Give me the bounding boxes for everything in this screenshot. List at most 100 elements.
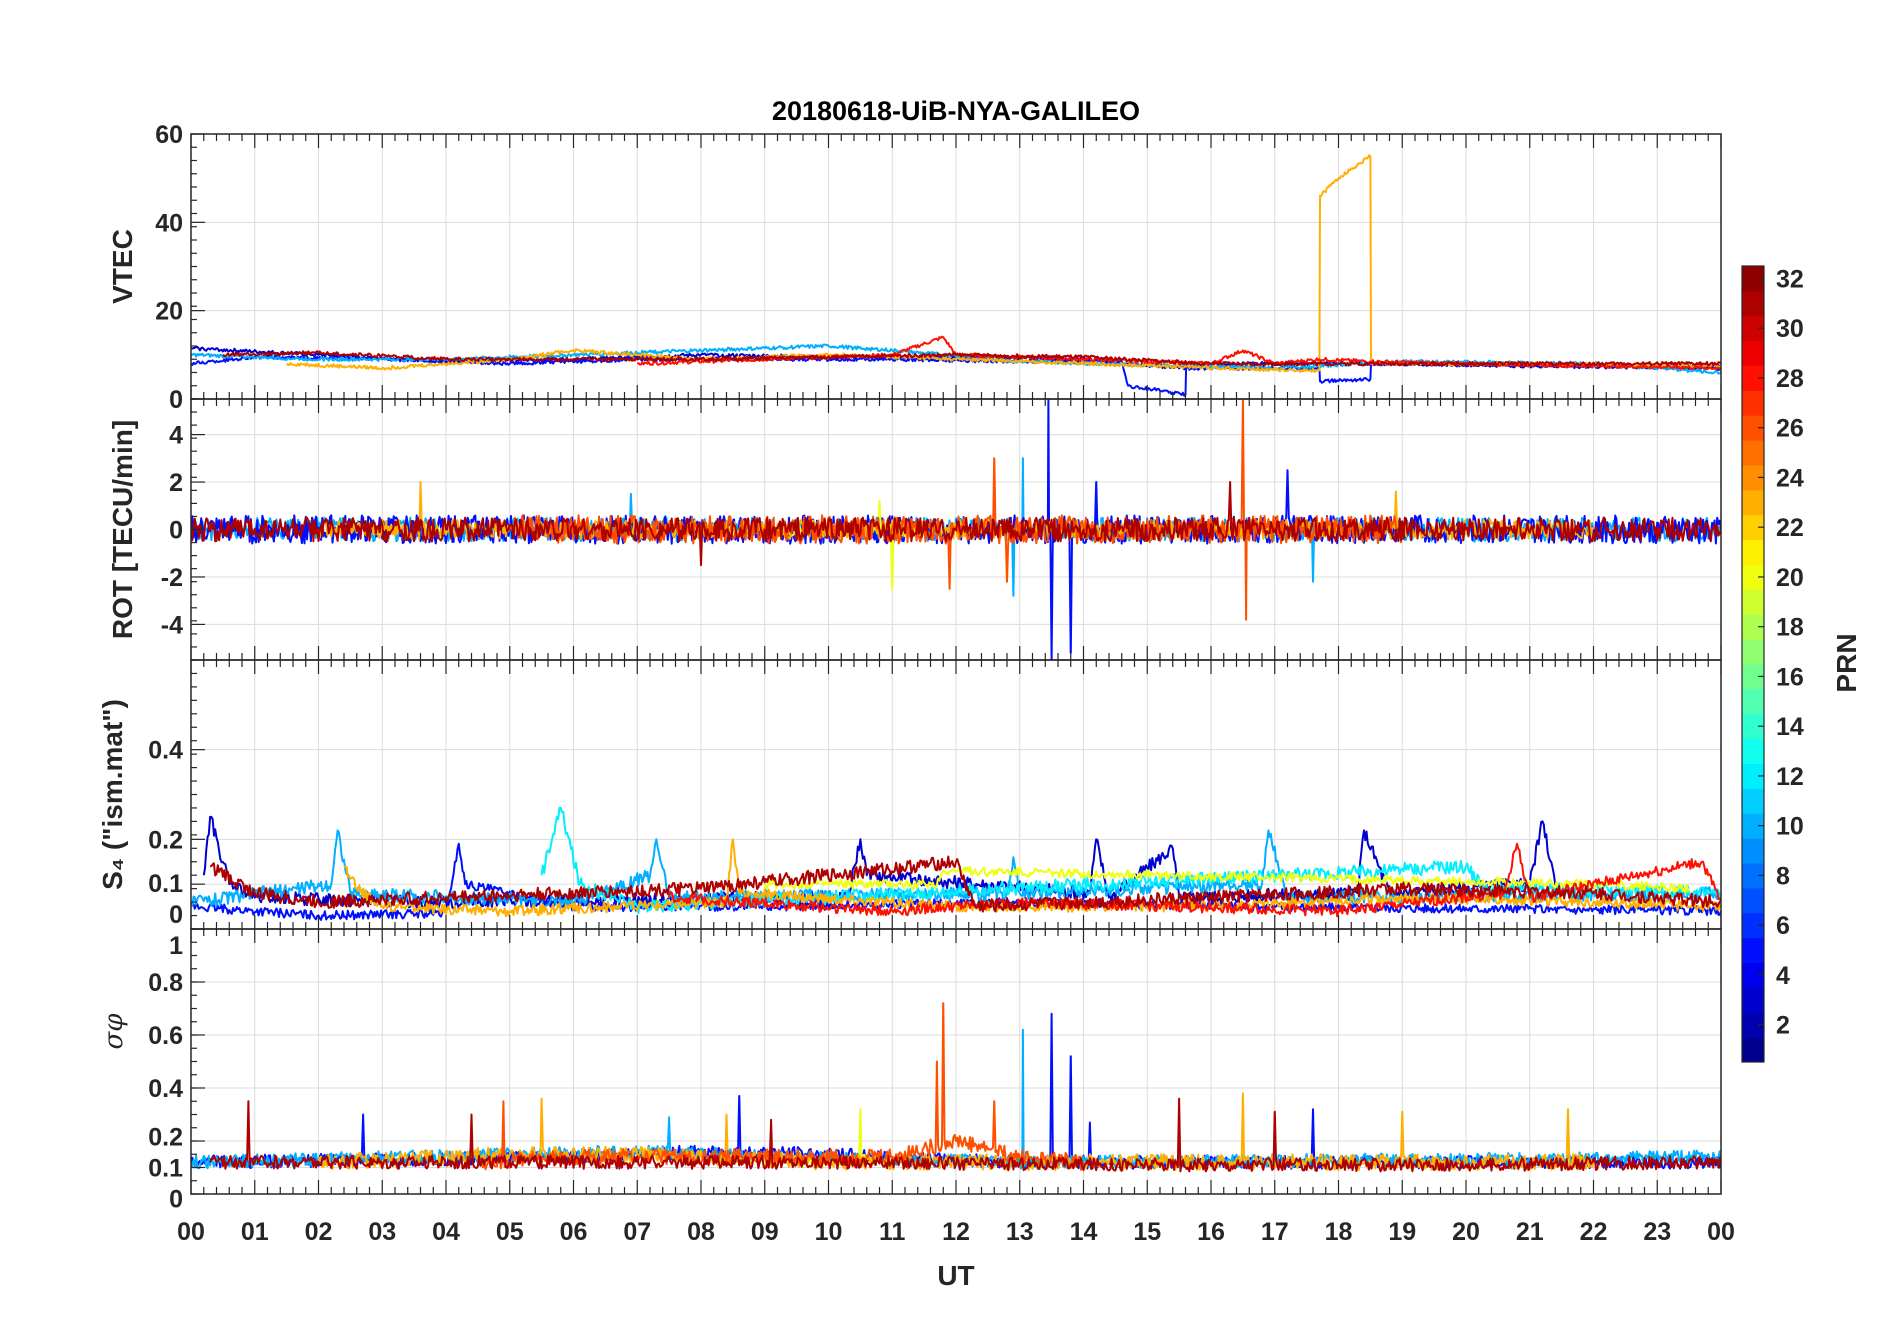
x-tick-label: 06 <box>560 1218 588 1246</box>
x-tick-label: 12 <box>942 1218 970 1246</box>
y-tick-label: 1 <box>169 932 183 960</box>
colorbar-swatch <box>1742 589 1764 615</box>
y-tick-label: 0 <box>169 386 183 414</box>
series-prn-26 <box>477 1002 1085 1171</box>
x-tick-label: 00 <box>1707 1218 1735 1246</box>
x-tick-label: 08 <box>687 1218 715 1246</box>
colorbar-swatch <box>1742 1037 1764 1063</box>
colorbar-swatch <box>1742 713 1764 740</box>
panel-rot: -4 -2 0 2 4 ROT [TECU/min] <box>107 398 1722 661</box>
colorbar-swatch <box>1742 937 1764 963</box>
colorbar-tick-label: 20 <box>1776 564 1804 592</box>
colorbar-swatch <box>1742 415 1764 441</box>
grid <box>191 660 1721 930</box>
series-prn-31 <box>222 350 1721 367</box>
colorbar-swatch <box>1742 962 1764 988</box>
colorbar-swatch <box>1742 514 1764 541</box>
colorbar-tick-label: 2 <box>1776 1012 1790 1040</box>
x-axis-label: UT <box>937 1260 974 1291</box>
colorbar-swatch <box>1742 887 1764 914</box>
series-prn-31 <box>209 855 1721 913</box>
series-prn-20 <box>701 500 926 590</box>
colorbar-swatch <box>1742 763 1764 789</box>
y-tick-label: -2 <box>161 564 183 592</box>
colorbar-swatch <box>1742 614 1764 640</box>
colorbar-swatch <box>1742 639 1764 665</box>
series-prn-28 <box>668 842 1721 918</box>
x-tick-label: 11 <box>879 1218 906 1246</box>
colorbar-tick-label: 10 <box>1776 813 1804 841</box>
colorbar-swatch <box>1742 365 1764 391</box>
x-tick-label: 23 <box>1643 1218 1671 1246</box>
y-axis-label: ROT [TECU/min] <box>107 420 138 639</box>
colorbar-swatch <box>1742 813 1764 839</box>
colorbar-swatch <box>1742 266 1764 292</box>
series-prn-31 <box>209 1097 1721 1173</box>
y-tick-label: 0.6 <box>148 1022 183 1050</box>
panel-sigma_phi: 0 0.1 0.2 0.4 0.6 0.8 1 σφ <box>99 928 1722 1214</box>
colorbar-tick-label: 26 <box>1776 415 1804 443</box>
colorbar-tick-label: 22 <box>1776 514 1804 542</box>
colorbar-swatch <box>1742 390 1764 416</box>
colorbar-label: PRN <box>1831 633 1862 692</box>
x-tick-label: 09 <box>751 1218 779 1246</box>
y-axis-label: σφ <box>99 1013 129 1050</box>
y-axis-label: VTEC <box>107 229 138 304</box>
y-tick-label: 60 <box>155 121 183 149</box>
y-tick-label: 0 <box>169 517 183 545</box>
y-tick-label: 20 <box>155 298 183 326</box>
colorbar-swatch <box>1742 838 1764 864</box>
colorbar-swatch <box>1742 688 1764 715</box>
y-tick-label: 0.2 <box>148 1124 183 1152</box>
x-tick-label: 19 <box>1388 1218 1416 1246</box>
panel-vtec: 0 20 40 60 VTEC <box>107 121 1722 414</box>
y-tick-label: 2 <box>169 469 183 497</box>
y-tick-label: 0.1 <box>148 1155 183 1183</box>
colorbar-swatch <box>1742 564 1764 590</box>
x-tick-label: 18 <box>1325 1218 1353 1246</box>
series-prn-23 <box>317 1092 1595 1172</box>
colorbar-swatch <box>1742 465 1764 491</box>
colorbar-tick-label: 14 <box>1776 713 1804 741</box>
x-tick-label: 21 <box>1516 1218 1544 1246</box>
series-prn-23 <box>285 154 1721 373</box>
colorbar-tick-label: 18 <box>1776 614 1804 642</box>
colorbar-frame <box>1741 265 1765 1063</box>
colorbar-swatch <box>1742 788 1764 814</box>
y-tick-label: 0.4 <box>148 737 183 765</box>
colorbar-tick-label: 12 <box>1776 763 1804 791</box>
series-prn-20 <box>763 865 1691 894</box>
colorbar-tick-label: 28 <box>1776 365 1804 393</box>
colorbar-swatch <box>1742 738 1764 764</box>
colorbar-swatch <box>1742 440 1764 466</box>
colorbar-tick-label: 4 <box>1776 962 1790 990</box>
colorbar-swatch <box>1742 340 1764 366</box>
x-tick-label: 13 <box>1006 1218 1034 1246</box>
colorbar-swatch <box>1742 987 1764 1013</box>
colorbar-tick-label: 30 <box>1776 315 1804 343</box>
colorbar-swatch <box>1742 863 1764 889</box>
series-prn-23 <box>343 838 1721 918</box>
y-tick-label: 0.8 <box>148 969 183 997</box>
x-tick-label: 03 <box>368 1218 396 1246</box>
y-tick-label: 4 <box>169 422 183 450</box>
y-tick-label: 0.1 <box>148 870 183 898</box>
y-tick-label: 0.2 <box>148 826 183 854</box>
x-tick-label: 01 <box>241 1218 269 1246</box>
x-tick-label: 14 <box>1070 1218 1098 1246</box>
panel-s4: 0 0.1 0.2 0.4 S₄ ("ism.mat") <box>97 659 1722 930</box>
y-tick-label: 0 <box>169 901 183 929</box>
colorbar-swatch <box>1742 1012 1764 1038</box>
colorbar-tick-label: 16 <box>1776 663 1804 691</box>
x-tick-label: 05 <box>496 1218 524 1246</box>
y-tick-label: -4 <box>161 611 183 639</box>
chart-title: 20180618-UiB-NYA-GALILEO <box>772 96 1140 126</box>
y-tick-label: 40 <box>155 209 183 237</box>
x-tick-label: 22 <box>1580 1218 1608 1246</box>
x-tick-label: 04 <box>432 1218 460 1246</box>
x-tick-labels: 00 01 02 03 04 05 06 07 08 09 10 11 12 13 14 15 16 17 18 19… <box>177 1218 1735 1246</box>
x-tick-label: 07 <box>623 1218 651 1246</box>
y-tick-label: 0.4 <box>148 1075 183 1103</box>
